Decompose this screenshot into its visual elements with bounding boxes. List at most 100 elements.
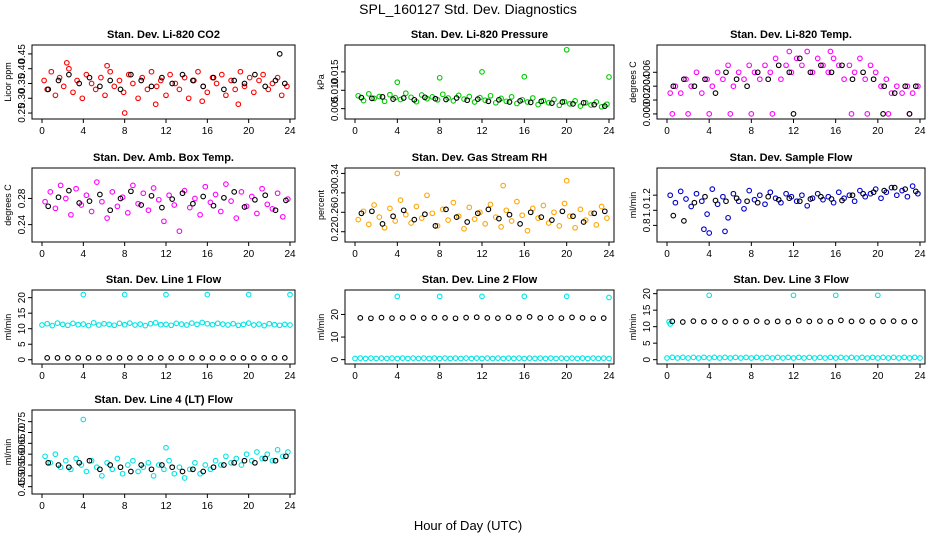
- data-point: [235, 322, 242, 329]
- data-point: [917, 355, 923, 361]
- data-point: [85, 322, 92, 329]
- y-tick-label: 10: [330, 331, 341, 343]
- data-point: [281, 80, 288, 87]
- y-tick-label: 0.70: [17, 422, 28, 442]
- y-axis-label: degrees C: [628, 61, 638, 103]
- data-point: [66, 187, 72, 194]
- data-point: [85, 355, 92, 361]
- data-point: [527, 209, 534, 216]
- data-point: [178, 321, 185, 327]
- data-point: [463, 314, 469, 321]
- data-point: [870, 189, 877, 196]
- data-point: [99, 472, 105, 479]
- y-tick-label: 0.45: [17, 44, 28, 64]
- x-tick-label: 12: [160, 371, 172, 382]
- data-point: [542, 355, 549, 362]
- data-point: [179, 190, 186, 197]
- data-point: [279, 213, 286, 220]
- data-point: [549, 100, 555, 106]
- data-point: [743, 318, 749, 325]
- data-point: [698, 198, 705, 205]
- y-axis-label: degrees C: [3, 184, 13, 226]
- data-point: [590, 315, 596, 322]
- data-point: [202, 462, 209, 468]
- data-point: [514, 198, 520, 205]
- data-point: [559, 99, 566, 105]
- data-point: [859, 318, 865, 324]
- x-tick-label: 8: [437, 249, 443, 260]
- data-point: [252, 71, 258, 78]
- data-point: [157, 321, 164, 328]
- data-point: [588, 102, 594, 108]
- data-point: [254, 210, 260, 217]
- data-series-1: [42, 416, 291, 481]
- data-point: [604, 215, 610, 221]
- data-point: [57, 182, 64, 189]
- data-point: [722, 354, 728, 361]
- data-point: [453, 214, 460, 220]
- y-tick-label: 5: [17, 341, 28, 347]
- data-point: [474, 96, 481, 102]
- data-point: [200, 193, 207, 200]
- data-point: [166, 457, 172, 464]
- data-point: [192, 195, 198, 202]
- data-series-1: [39, 291, 293, 329]
- data-point: [271, 355, 278, 361]
- data-point: [426, 355, 432, 362]
- data-point: [556, 102, 563, 109]
- data-point: [503, 207, 510, 214]
- data-point: [720, 193, 726, 200]
- data-point: [179, 468, 186, 475]
- data-point: [390, 96, 396, 102]
- data-point: [804, 202, 811, 209]
- data-point: [92, 86, 99, 93]
- data-point: [256, 77, 262, 84]
- data-point: [851, 198, 858, 205]
- data-point: [97, 191, 103, 198]
- data-point: [352, 355, 358, 362]
- data-point: [387, 91, 393, 98]
- data-point: [163, 92, 169, 99]
- data-point: [394, 79, 401, 86]
- data-point: [735, 69, 742, 76]
- data-point: [150, 472, 157, 479]
- data-point: [256, 321, 262, 327]
- data-point: [199, 319, 206, 326]
- x-tick-label: 20: [872, 371, 884, 382]
- data-point: [753, 354, 760, 361]
- y-tick-label: 0.45: [17, 476, 28, 496]
- data-point: [214, 320, 221, 327]
- data-point: [116, 355, 123, 361]
- data-point: [516, 355, 522, 361]
- data-point: [47, 189, 54, 195]
- data-point: [54, 355, 61, 361]
- data-point: [272, 207, 279, 214]
- data-point: [756, 192, 763, 199]
- data-point: [774, 318, 781, 325]
- data-point: [521, 355, 528, 362]
- data-point: [80, 416, 87, 423]
- data-point: [231, 459, 238, 466]
- data-point: [241, 80, 248, 87]
- data-point: [135, 200, 141, 207]
- data-point: [155, 196, 162, 203]
- data-point: [519, 212, 526, 219]
- data-point: [190, 200, 196, 207]
- panel-title: Stan. Dev. Li-820 CO2: [107, 29, 220, 41]
- x-tick-label: 12: [160, 249, 172, 260]
- data-point: [159, 74, 165, 81]
- data-point: [389, 355, 395, 361]
- data-point: [410, 314, 417, 321]
- data-point: [569, 355, 575, 361]
- data-point: [764, 354, 770, 361]
- data-point: [778, 76, 784, 83]
- data-point: [452, 355, 459, 361]
- data-point: [510, 355, 517, 362]
- data-point: [706, 355, 713, 361]
- data-point: [841, 76, 847, 83]
- data-point: [577, 103, 584, 109]
- data-point: [240, 321, 247, 328]
- data-point: [62, 457, 69, 464]
- data-point: [832, 292, 839, 299]
- data-point: [558, 355, 565, 361]
